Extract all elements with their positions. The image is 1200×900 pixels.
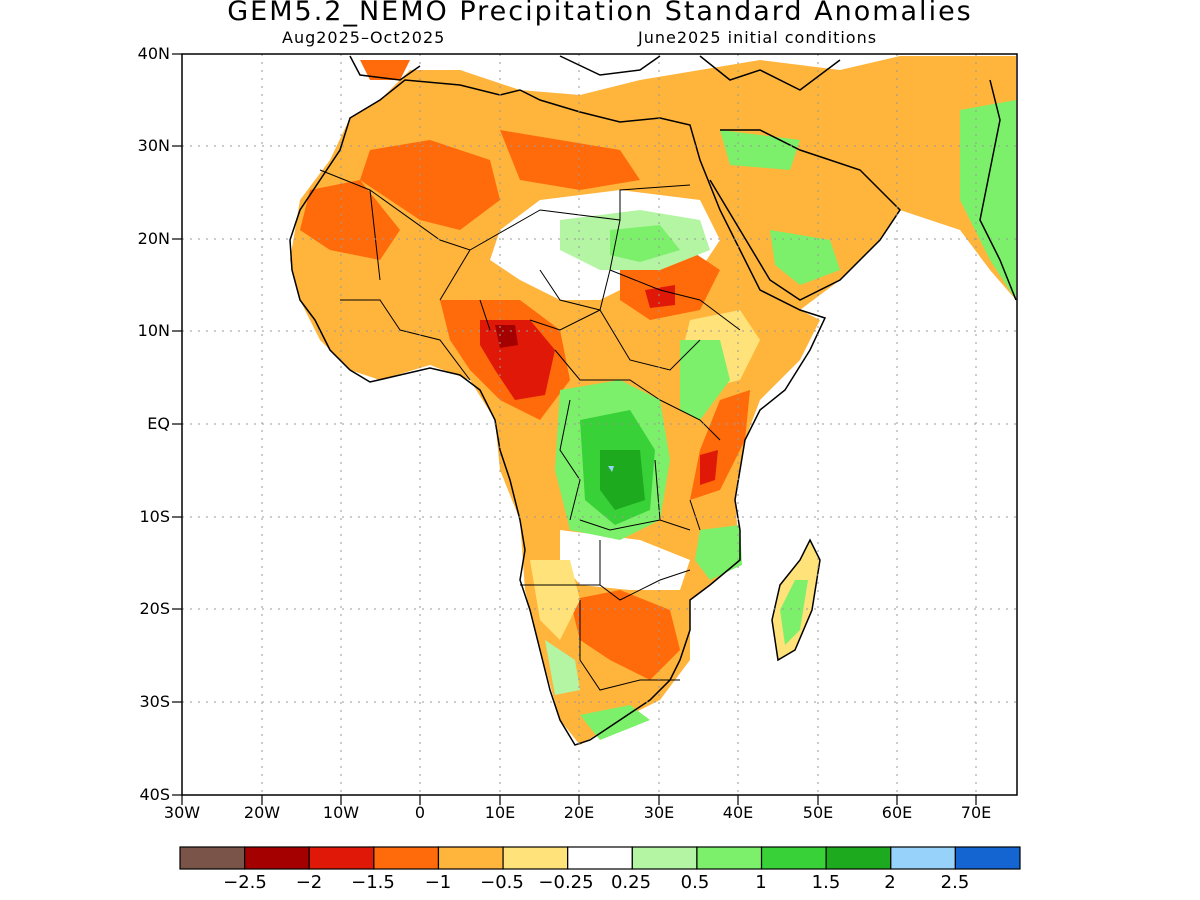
- lon-label: 10E: [484, 803, 516, 822]
- colorbar-label: 0.25: [610, 872, 652, 893]
- madagascar-coastline: [771, 538, 821, 662]
- lat-label: 20N: [137, 229, 170, 248]
- map-title: GEM5.2_NEMO Precipitation Standard Anoma…: [227, 0, 973, 27]
- colorbar-label: 1.5: [811, 872, 841, 893]
- lat-label: 30S: [139, 692, 170, 711]
- lon-label: 60E: [881, 803, 913, 822]
- wet-congo-core: [600, 450, 645, 510]
- extreme-dry-cameroon: [495, 325, 518, 348]
- forecast-period: Aug2025–Oct2025: [282, 28, 446, 47]
- colorbar: [179, 846, 1021, 870]
- lon-label: 20E: [563, 803, 595, 822]
- wet-congo-peak: [608, 466, 614, 472]
- colorbar-swatch: [760, 846, 827, 870]
- graticule: [182, 54, 1016, 795]
- colorbar-label: 0.5: [680, 872, 710, 893]
- lat-label: 10S: [139, 507, 170, 526]
- lon-label: 50E: [802, 803, 834, 822]
- colorbar-label: −2: [295, 872, 323, 893]
- colorbar-swatch: [437, 846, 504, 870]
- lon-label: 70E: [960, 803, 992, 822]
- colorbar-label: 2: [884, 872, 896, 893]
- lat-label: 10N: [137, 321, 170, 340]
- lat-label: 40N: [137, 44, 170, 63]
- colorbar-swatch: [179, 846, 246, 870]
- colorbar-swatch: [502, 846, 569, 870]
- mild-dry-southwest: [530, 560, 580, 640]
- colorbar-label: −1: [424, 872, 452, 893]
- wet-india: [960, 100, 1016, 300]
- lon-label: 40E: [722, 803, 754, 822]
- initial-conditions: June2025 initial conditions: [638, 28, 878, 47]
- colorbar-label: −0.5: [480, 872, 524, 893]
- colorbar-swatch: [244, 846, 310, 870]
- dry-sahara: [360, 140, 500, 230]
- colorbar-label: −2.5: [223, 872, 267, 893]
- lat-label: 20S: [139, 599, 170, 618]
- wet-eastafrica: [680, 340, 730, 420]
- lon-label: 30E: [643, 803, 675, 822]
- neutral-south: [560, 530, 690, 590]
- axis-ticks: [172, 53, 977, 805]
- europe-coastline: [349, 55, 841, 91]
- lon-label: 30W: [163, 803, 201, 822]
- madagascar-wet: [780, 580, 808, 645]
- very-dry-kenya: [700, 450, 718, 485]
- arabia-coastline: [709, 129, 901, 301]
- colorbar-label: 1: [755, 872, 767, 893]
- india-coastline: [979, 79, 1017, 301]
- anomaly-field: [290, 56, 1016, 745]
- colorbar-swatch: [825, 846, 892, 870]
- colorbar-swatch: [954, 846, 1021, 870]
- colorbar-label: −1.5: [351, 872, 395, 893]
- wet-arabia: [770, 230, 840, 285]
- country-borders: [319, 169, 741, 691]
- colorbar-swatch: [308, 846, 375, 870]
- lon-label: 10W: [322, 803, 360, 822]
- colorbar-swatch: [373, 846, 440, 870]
- lat-label: 30N: [137, 136, 170, 155]
- border-lines: [319, 169, 741, 691]
- lon-label: 0: [414, 803, 426, 822]
- wet-west-ssa: [545, 640, 580, 695]
- colorbar-swatch: [696, 846, 763, 870]
- dry-southern: [570, 590, 680, 680]
- very-dry-ethiopia: [645, 285, 675, 308]
- lat-label: EQ: [147, 414, 170, 433]
- dry-iberia: [360, 60, 410, 80]
- colorbar-swatch: [890, 846, 956, 870]
- lon-label: 20W: [243, 803, 281, 822]
- wet-sudan-core: [610, 225, 680, 262]
- dry-west: [300, 180, 400, 260]
- colorbar-label: −0.25: [538, 872, 594, 893]
- colorbar-swatch: [631, 846, 698, 870]
- colorbar-label: 2.5: [940, 872, 970, 893]
- dry-north: [500, 130, 640, 190]
- wet-mozambique: [695, 525, 742, 580]
- lat-label: 40S: [139, 785, 170, 804]
- colorbar-swatch: [567, 846, 633, 870]
